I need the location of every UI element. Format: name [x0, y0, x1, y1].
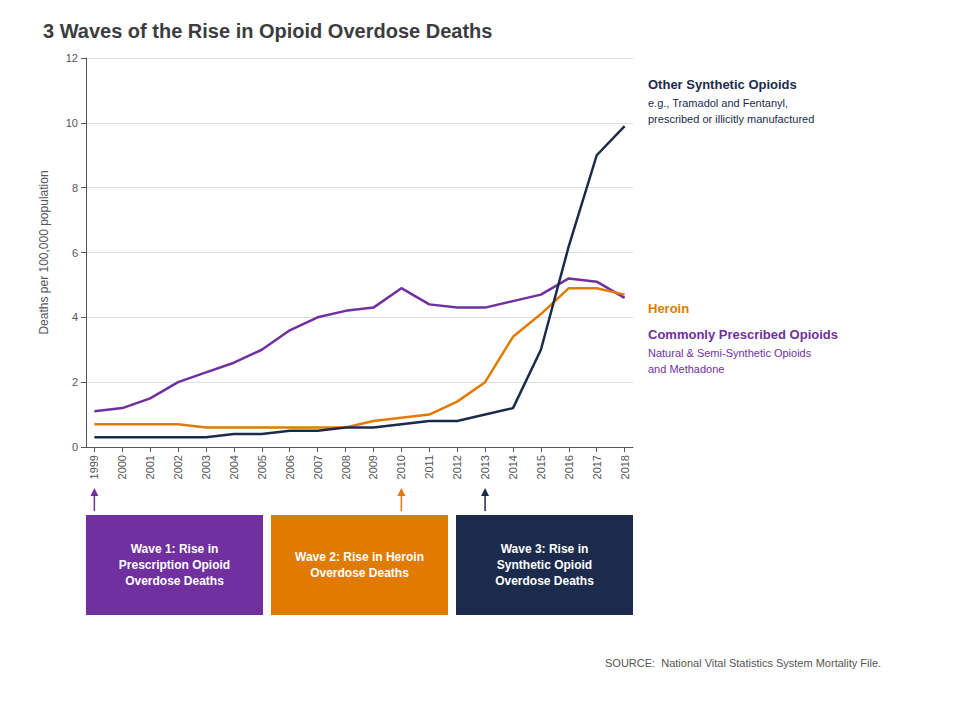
svg-text:prescribed or illicitly manufa: prescribed or illicitly manufactured [648, 113, 814, 125]
svg-text:Overdose Deaths: Overdose Deaths [310, 566, 409, 580]
svg-text:2: 2 [72, 376, 78, 388]
svg-text:Wave 2: Rise in Heroin: Wave 2: Rise in Heroin [295, 550, 424, 564]
svg-text:Commonly Prescribed Opioids: Commonly Prescribed Opioids [648, 327, 838, 342]
svg-text:2004: 2004 [228, 455, 240, 479]
svg-text:Other Synthetic Opioids: Other Synthetic Opioids [648, 77, 797, 92]
svg-text:Natural & Semi-Synthetic Opioi: Natural & Semi-Synthetic Opioids [648, 347, 812, 359]
svg-text:2008: 2008 [340, 455, 352, 479]
svg-text:2000: 2000 [116, 455, 128, 479]
svg-text:4: 4 [72, 311, 78, 323]
svg-text:12: 12 [66, 52, 78, 64]
svg-text:Overdose Deaths: Overdose Deaths [125, 574, 224, 588]
svg-text:Overdose Deaths: Overdose Deaths [495, 574, 594, 588]
svg-text:2003: 2003 [200, 455, 212, 479]
svg-text:Synthetic Opioid: Synthetic Opioid [497, 558, 592, 572]
svg-text:2016: 2016 [563, 455, 575, 479]
svg-text:2002: 2002 [172, 455, 184, 479]
svg-text:2015: 2015 [535, 455, 547, 479]
svg-text:Wave 3: Rise in: Wave 3: Rise in [501, 542, 589, 556]
svg-text:2001: 2001 [144, 455, 156, 479]
svg-text:6: 6 [72, 247, 78, 259]
svg-text:2011: 2011 [423, 455, 435, 479]
svg-text:Heroin: Heroin [648, 301, 689, 316]
svg-text:and Methadone: and Methadone [648, 363, 724, 375]
svg-text:2018: 2018 [619, 455, 631, 479]
svg-text:SOURCE: National Vital Statis: SOURCE: National Vital Statistics System… [605, 657, 881, 669]
svg-text:2012: 2012 [451, 455, 463, 479]
svg-text:2007: 2007 [312, 455, 324, 479]
svg-text:2014: 2014 [507, 455, 519, 479]
svg-text:2013: 2013 [479, 455, 491, 479]
svg-text:2009: 2009 [367, 455, 379, 479]
svg-text:2006: 2006 [284, 455, 296, 479]
svg-text:Deaths per 100,000 population: Deaths per 100,000 population [37, 170, 51, 334]
svg-text:2005: 2005 [256, 455, 268, 479]
svg-text:0: 0 [72, 441, 78, 453]
svg-text:2017: 2017 [591, 455, 603, 479]
svg-text:Wave 1: Rise in: Wave 1: Rise in [131, 542, 219, 556]
svg-text:1999: 1999 [88, 455, 100, 479]
svg-text:Prescription Opioid: Prescription Opioid [119, 558, 230, 572]
svg-text:2010: 2010 [395, 455, 407, 479]
svg-text:8: 8 [72, 182, 78, 194]
svg-text:3 Waves of the Rise in Opioid: 3 Waves of the Rise in Opioid Overdose D… [43, 20, 492, 42]
svg-text:e.g., Tramadol and Fentanyl,: e.g., Tramadol and Fentanyl, [648, 97, 788, 109]
svg-text:10: 10 [66, 117, 78, 129]
